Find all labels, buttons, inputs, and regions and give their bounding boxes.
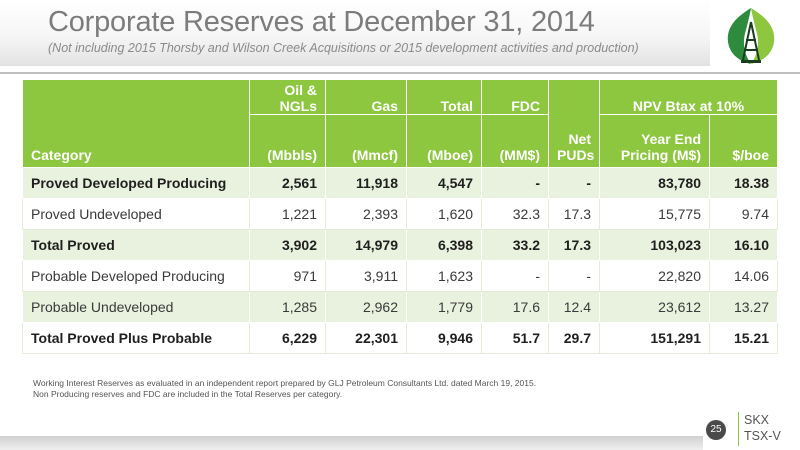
cell-gas: 22,301	[325, 322, 407, 354]
table-row: Proved Developed Producing 2,561 11,918 …	[22, 167, 778, 199]
footer-divider	[738, 412, 739, 446]
cell-total: 1,620	[406, 198, 482, 230]
cell-per-boe: 13.27	[709, 291, 778, 323]
cell-per-boe: 18.38	[709, 167, 778, 199]
cell-gas: 14,979	[325, 229, 407, 261]
page-number: 25	[706, 420, 726, 440]
cell-total: 1,779	[406, 291, 482, 323]
unit-header-gas: (Mmcf)	[325, 114, 407, 168]
cell-oil: 971	[249, 260, 326, 292]
cell-total: 4,547	[406, 167, 482, 199]
column-header-net-puds: Net PUDs	[548, 79, 600, 168]
column-header-year-end-pricing: Year End Pricing (M$)	[599, 114, 710, 168]
cell-total: 1,623	[406, 260, 482, 292]
cell-oil: 1,221	[249, 198, 326, 230]
cell-net-puds: 12.4	[548, 291, 600, 323]
cell-fdc: 32.3	[481, 198, 549, 230]
cell-per-boe: 14.06	[709, 260, 778, 292]
oil-derrick-leaf-logo-icon	[727, 8, 775, 64]
header-divider	[0, 72, 800, 74]
cell-fdc: 51.7	[481, 322, 549, 354]
cell-npv: 15,775	[599, 198, 710, 230]
table-subheader-row: (Mbbls) (Mmcf) (Mboe) (MM$) Year End Pri…	[23, 114, 778, 168]
row-category: Proved Developed Producing	[22, 167, 250, 199]
cell-fdc: 17.6	[481, 291, 549, 323]
unit-header-oil: (Mbbls)	[249, 114, 326, 168]
ticker-symbol: SKX TSX-V	[744, 412, 781, 444]
cell-npv: 151,291	[599, 322, 710, 354]
unit-header-fdc: (MM$)	[481, 114, 549, 168]
cell-net-puds: -	[548, 167, 600, 199]
footnote-source: Working Interest Reserves as evaluated i…	[33, 378, 537, 388]
column-header-gas: Gas	[325, 79, 407, 115]
table-row: Proved Undeveloped 1,221 2,393 1,620 32.…	[22, 198, 778, 230]
column-header-per-boe: $/boe	[709, 114, 778, 168]
cell-net-puds: 17.3	[548, 198, 600, 230]
footnotes: Working Interest Reserves as evaluated i…	[33, 378, 536, 400]
cell-total: 9,946	[406, 322, 482, 354]
cell-gas: 11,918	[325, 167, 407, 199]
cell-gas: 2,393	[325, 198, 407, 230]
cell-fdc: -	[481, 260, 549, 292]
table-row: Total Proved 3,902 14,979 6,398 33.2 17.…	[22, 229, 778, 261]
unit-header-total: (Mboe)	[406, 114, 482, 168]
cell-total: 6,398	[406, 229, 482, 261]
cell-per-boe: 16.10	[709, 229, 778, 261]
cell-npv: 22,820	[599, 260, 710, 292]
cell-oil: 1,285	[249, 291, 326, 323]
table-row: Total Proved Plus Probable 6,229 22,301 …	[22, 322, 778, 354]
page-subtitle: (Not including 2015 Thorsby and Wilson C…	[48, 41, 639, 55]
row-category: Total Proved Plus Probable	[22, 322, 250, 354]
cell-npv: 23,612	[599, 291, 710, 323]
cell-per-boe: 15.21	[709, 322, 778, 354]
column-header-oil: Oil & NGLs	[249, 79, 326, 115]
column-header-total: Total	[406, 79, 482, 115]
cell-net-puds: 17.3	[548, 229, 600, 261]
ticker-exchange: TSX-V	[744, 429, 781, 443]
cell-net-puds: -	[548, 260, 600, 292]
cell-npv: 83,780	[599, 167, 710, 199]
cell-net-puds: 29.7	[548, 322, 600, 354]
cell-per-boe: 9.74	[709, 198, 778, 230]
row-category: Total Proved	[22, 229, 250, 261]
row-category: Probable Developed Producing	[22, 260, 250, 292]
column-header-npv: NPV Btax at 10%	[599, 79, 778, 115]
slide-header: Corporate Reserves at December 31, 2014 …	[0, 0, 710, 66]
cell-npv: 103,023	[599, 229, 710, 261]
cell-gas: 2,962	[325, 291, 407, 323]
cell-fdc: 33.2	[481, 229, 549, 261]
column-header-fdc: FDC	[481, 79, 549, 115]
table-row: Probable Developed Producing 971 3,911 1…	[22, 260, 778, 292]
cell-fdc: -	[481, 167, 549, 199]
cell-oil: 6,229	[249, 322, 326, 354]
cell-oil: 3,902	[249, 229, 326, 261]
row-category: Proved Undeveloped	[22, 198, 250, 230]
reserves-table: Category Oil & NGLs Gas Total FDC Net PU…	[22, 79, 778, 354]
page-title: Corporate Reserves at December 31, 2014	[48, 6, 595, 38]
row-category: Probable Undeveloped	[22, 291, 250, 323]
footer-bar	[0, 436, 703, 450]
cell-oil: 2,561	[249, 167, 326, 199]
footnote-inclusion: Non Producing reserves and FDC are inclu…	[33, 389, 343, 399]
column-header-category: Category	[22, 79, 250, 168]
ticker-code: SKX	[744, 413, 770, 427]
table-row: Probable Undeveloped 1,285 2,962 1,779 1…	[22, 291, 778, 323]
cell-gas: 3,911	[325, 260, 407, 292]
table-header-row: Category Oil & NGLs Gas Total FDC Net PU…	[22, 79, 778, 168]
